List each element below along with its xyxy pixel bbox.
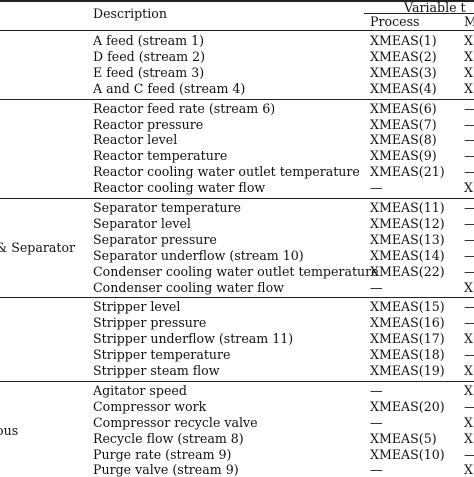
row-process: XMEAS(20) <box>370 398 445 414</box>
row-process: XMEAS(16) <box>370 315 445 331</box>
row-process: XMEAS(13) <box>370 231 445 247</box>
row-manipulated: — <box>464 232 474 247</box>
row-manipulated: X <box>464 414 473 430</box>
row-manipulated: — <box>464 399 474 414</box>
row-process: XMEAS(10) <box>370 446 445 462</box>
row-description: Stripper level <box>93 299 181 315</box>
row-process: XMEAS(2) <box>370 48 437 64</box>
row-process: — <box>370 414 383 430</box>
row-description: A and C feed (stream 4) <box>93 80 246 96</box>
row-description: Separator underflow (stream 10) <box>93 247 304 263</box>
row-process: XMEAS(5) <box>370 430 437 446</box>
row-description: D feed (stream 2) <box>93 48 206 64</box>
row-manipulated: — <box>464 148 474 163</box>
row-process: XMEAS(22) <box>370 263 445 279</box>
row-manipulated: — <box>464 132 474 147</box>
row-manipulated: X <box>464 363 473 378</box>
row-process: XMEAS(8) <box>370 132 437 148</box>
row-process: XMEAS(14) <box>370 247 445 263</box>
row-description: Compressor work <box>93 398 207 414</box>
row-manipulated: X <box>464 279 473 295</box>
row-process: XMEAS(1) <box>370 33 437 48</box>
row-process: XMEAS(18) <box>370 347 445 363</box>
row-description: Condenser cooling water outlet temperatu… <box>93 263 379 279</box>
row-description: Reactor level <box>93 132 178 148</box>
row-description: Agitator speed <box>93 382 187 398</box>
row-manipulated: — <box>464 447 474 462</box>
row-description: Purge rate (stream 9) <box>93 446 232 462</box>
row-manipulated: X <box>464 48 473 64</box>
row-process: — <box>370 180 383 196</box>
table-top-rule <box>0 0 474 2</box>
row-description: Reactor temperature <box>93 148 228 164</box>
row-description: Reactor cooling water outlet temperature <box>93 164 360 180</box>
row-process: XMEAS(12) <box>370 215 445 231</box>
row-description: Condenser cooling water flow <box>93 279 284 295</box>
row-process: XMEAS(11) <box>370 200 445 215</box>
row-manipulated: — <box>464 216 474 231</box>
row-description: Stripper pressure <box>93 315 207 331</box>
row-manipulated: — <box>464 164 474 179</box>
row-process: — <box>370 382 383 398</box>
group-separator-rule <box>0 380 474 382</box>
row-description: Recycle flow (stream 8) <box>93 430 244 446</box>
header-bottom-rule <box>0 30 474 31</box>
row-description: Stripper steam flow <box>93 363 220 378</box>
group-separator-rule <box>0 198 474 199</box>
row-description: Separator pressure <box>93 231 217 247</box>
header-description: Description <box>93 6 167 21</box>
row-description: Reactor pressure <box>93 116 204 132</box>
row-manipulated: X <box>464 64 473 80</box>
row-process: XMEAS(3) <box>370 64 437 80</box>
group-separator-rule <box>0 297 474 299</box>
row-description: Stripper underflow (stream 11) <box>93 331 294 347</box>
row-manipulated: — <box>464 200 474 215</box>
row-manipulated: X <box>464 331 473 347</box>
row-manipulated: — <box>464 117 474 132</box>
row-process: XMEAS(6) <box>370 100 437 116</box>
row-process: XMEAS(9) <box>370 148 437 164</box>
row-process: XMEAS(17) <box>370 331 445 347</box>
header-manipulated: M <box>464 14 474 29</box>
header-variable-type: Variable t <box>404 0 466 15</box>
row-description: Stripper temperature <box>93 347 231 363</box>
row-manipulated: X <box>464 430 473 446</box>
row-process: XMEAS(15) <box>370 299 445 315</box>
group-label: & Separator <box>0 239 76 255</box>
row-description: Reactor feed rate (stream 6) <box>93 100 276 116</box>
row-process: XMEAS(7) <box>370 116 437 132</box>
row-manipulated: — <box>464 315 474 330</box>
header-group-rule <box>364 13 474 14</box>
group-label: ous <box>0 422 19 438</box>
row-manipulated: — <box>464 101 474 116</box>
row-description: Separator level <box>93 215 191 231</box>
row-description: A feed (stream 1) <box>93 33 205 48</box>
row-manipulated: X <box>464 33 473 48</box>
row-manipulated: — <box>464 248 474 263</box>
row-process: — <box>370 279 383 295</box>
row-description: Purge valve (stream 9) <box>93 462 239 477</box>
row-description: Separator temperature <box>93 200 241 215</box>
row-manipulated: — <box>464 299 474 314</box>
row-manipulated: — <box>464 264 474 279</box>
row-process: XMEAS(21) <box>370 164 445 180</box>
row-manipulated: X <box>464 462 473 477</box>
row-manipulated: X <box>464 80 473 96</box>
row-process: XMEAS(4) <box>370 80 437 96</box>
row-process: — <box>370 462 383 477</box>
row-manipulated: X <box>464 180 473 196</box>
row-manipulated: X <box>464 382 473 398</box>
group-separator-rule <box>0 98 474 100</box>
row-description: Reactor cooling water flow <box>93 180 266 196</box>
row-description: Compressor recycle valve <box>93 414 258 430</box>
row-manipulated: — <box>464 347 474 362</box>
row-process: XMEAS(19) <box>370 363 445 378</box>
row-description: E feed (stream 3) <box>93 64 205 80</box>
header-process: Process <box>370 14 420 29</box>
